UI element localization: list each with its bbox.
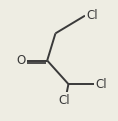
Text: Cl: Cl	[86, 9, 98, 22]
Text: Cl: Cl	[96, 78, 107, 91]
Text: Cl: Cl	[58, 94, 70, 106]
Text: Cl: Cl	[58, 94, 70, 106]
Text: O: O	[17, 54, 26, 67]
Text: Cl: Cl	[96, 78, 107, 91]
Text: O: O	[17, 54, 26, 67]
Text: Cl: Cl	[86, 9, 98, 22]
